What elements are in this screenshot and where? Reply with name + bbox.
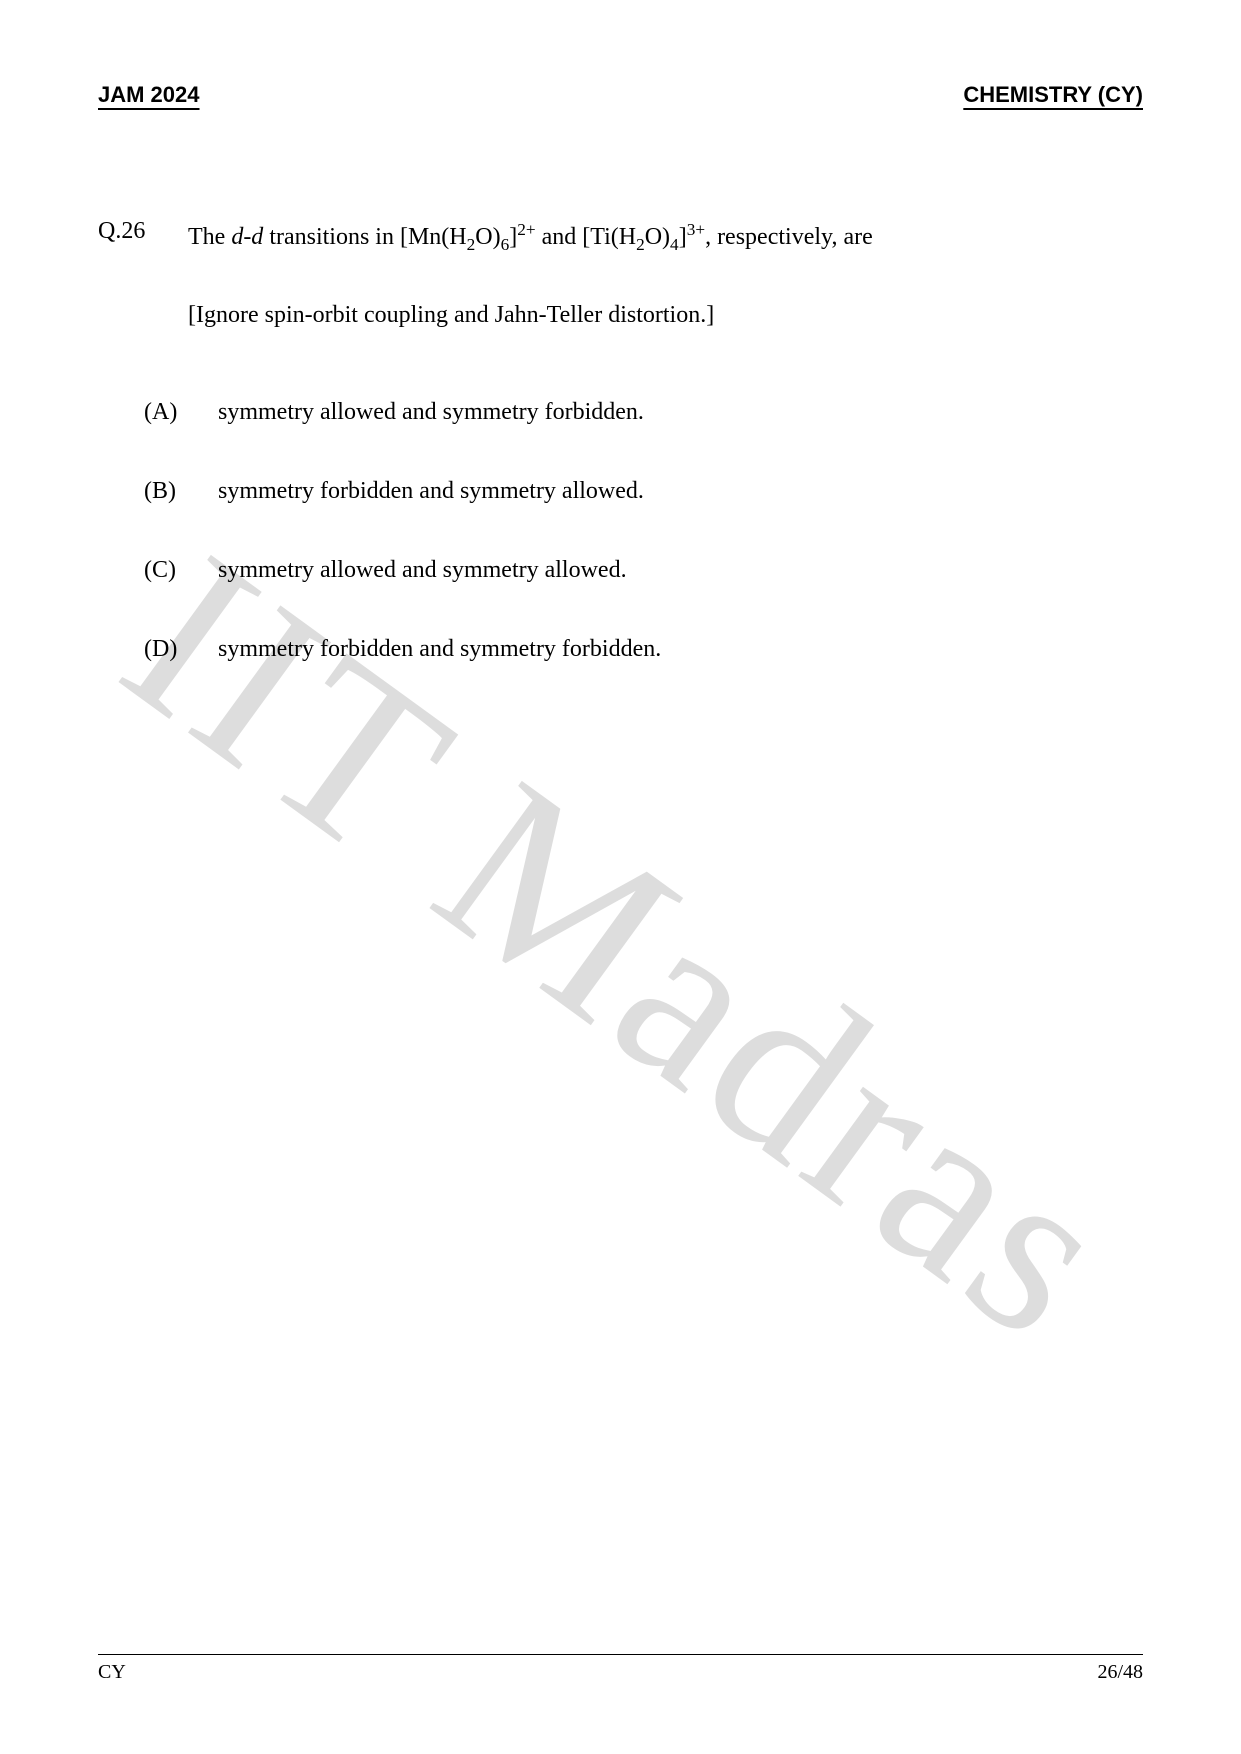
page-footer: CY 26/48 — [98, 1654, 1143, 1684]
stem-post: , respectively, are — [705, 224, 873, 250]
stem-mid1: transitions in [Mn(H — [263, 224, 466, 250]
question-note: [Ignore spin-orbit coupling and Jahn-Tel… — [188, 302, 1143, 329]
question-number: Q.26 — [98, 218, 188, 245]
question-stem: The d-d transitions in [Mn(H2O)6]2+ and … — [188, 218, 873, 256]
footer-left: CY — [98, 1661, 126, 1684]
options-list: (A) symmetry allowed and symmetry forbid… — [144, 399, 1143, 663]
stem-sub3: 2 — [636, 235, 645, 254]
option-label: (A) — [144, 399, 218, 426]
option-text: symmetry forbidden and symmetry allowed. — [218, 478, 644, 505]
stem-sup1: 2+ — [517, 220, 535, 239]
header-right: CHEMISTRY (CY) — [963, 82, 1143, 108]
stem-mid6: ] — [679, 224, 687, 250]
stem-pre: The — [188, 224, 231, 250]
stem-sup2: 3+ — [687, 220, 705, 239]
option-text: symmetry forbidden and symmetry forbidde… — [218, 636, 661, 663]
option-text: symmetry allowed and symmetry allowed. — [218, 557, 627, 584]
stem-sub1: 2 — [467, 235, 476, 254]
stem-dd: d-d — [231, 224, 263, 250]
option-b: (B) symmetry forbidden and symmetry allo… — [144, 478, 1143, 505]
option-a: (A) symmetry allowed and symmetry forbid… — [144, 399, 1143, 426]
header-left: JAM 2024 — [98, 82, 200, 108]
option-d: (D) symmetry forbidden and symmetry forb… — [144, 636, 1143, 663]
stem-mid4: and [Ti(H — [536, 224, 636, 250]
page-header: JAM 2024 CHEMISTRY (CY) — [98, 82, 1143, 108]
option-label: (B) — [144, 478, 218, 505]
stem-sub2: 6 — [501, 235, 510, 254]
stem-mid5: O) — [645, 224, 670, 250]
stem-sub4: 4 — [670, 235, 679, 254]
stem-mid2: O) — [475, 224, 500, 250]
option-label: (D) — [144, 636, 218, 663]
question-block: Q.26 The d-d transitions in [Mn(H2O)6]2+… — [98, 218, 1143, 663]
footer-right: 26/48 — [1097, 1661, 1143, 1684]
option-c: (C) symmetry allowed and symmetry allowe… — [144, 557, 1143, 584]
option-label: (C) — [144, 557, 218, 584]
footer-rule — [98, 1654, 1143, 1655]
option-text: symmetry allowed and symmetry forbidden. — [218, 399, 644, 426]
